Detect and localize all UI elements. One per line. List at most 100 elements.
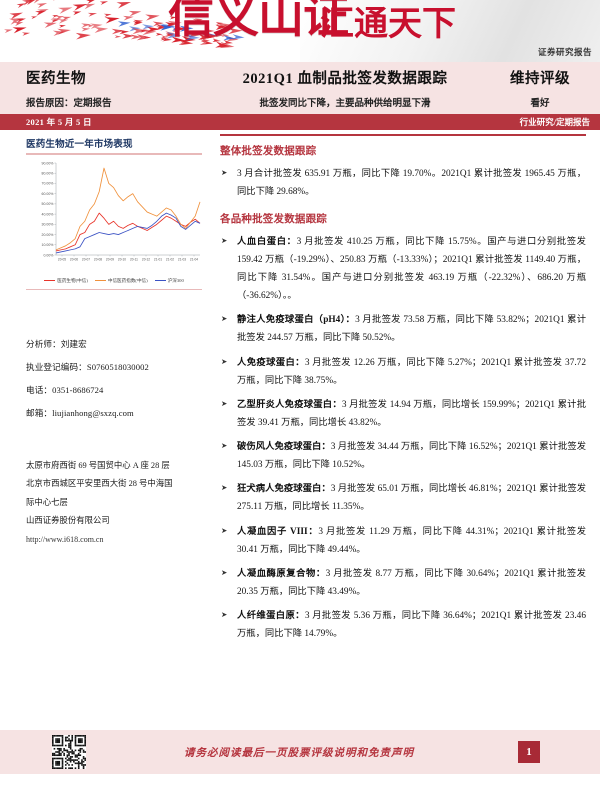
svg-text:60.00%: 60.00% — [42, 192, 54, 196]
legend-label-2: 沪深300 — [167, 277, 184, 283]
chart-series-0 — [55, 212, 201, 251]
main-content: 整体批签发数据跟踪 3 月合计批签发 635.91 万瓶，同比下降 19.70%。… — [212, 130, 600, 730]
qr-code-icon — [52, 735, 86, 769]
svg-text:20-06: 20-06 — [70, 257, 78, 261]
report-reason-cell: 报告原因：定期报告 — [0, 93, 210, 111]
section-heading: 各品种批签发数据跟踪 — [220, 213, 327, 225]
bullet-lead: 静注人免疫球蛋白（pH4）： — [237, 315, 356, 326]
status-badge: 看好 — [530, 99, 550, 109]
list-item: 3 月合计批签发 635.91 万瓶，同比下降 19.70%。2021Q1 累计… — [220, 165, 586, 201]
legend-item-2: 沪深300 — [154, 277, 184, 284]
bullet-list: 3 月合计批签发 635.91 万瓶，同比下降 19.70%。2021Q1 累计… — [220, 165, 586, 201]
chart-series-1 — [55, 167, 201, 250]
bullet-text: 3 月批签发 14.94 万瓶，同比增长 159.99%；2021Q1 累计批签… — [237, 399, 586, 428]
bullet-lead: 人纤维蛋白原： — [237, 611, 305, 622]
svg-text:70.00%: 70.00% — [42, 181, 54, 185]
bullet-text: 3 月批签发 12.26 万瓶，同比下降 5.27%；2021Q1 累计批签发 … — [237, 357, 586, 386]
svg-text:21-02: 21-02 — [166, 257, 174, 261]
bullet-lead: 破伤风人免疫球蛋白： — [237, 442, 331, 453]
svg-text:20-07: 20-07 — [82, 257, 90, 261]
masthead: 信义山证 汇通天下 证券研究报告 — [0, 0, 600, 62]
svg-text:10.00%: 10.00% — [42, 243, 54, 247]
bullet-lead: 人血白蛋白： — [237, 236, 297, 247]
list-item: 静注人免疫球蛋白（pH4）：3 月批签发 73.58 万瓶，同比下降 53.82… — [220, 311, 586, 347]
bullet-text: 3 月批签发 11.29 万瓶，同比下降 44.31%；2021Q1 累计批签发… — [237, 526, 586, 555]
bullet-text: 3 月合计批签发 635.91 万瓶，同比下降 19.70%。2021Q1 累计… — [237, 168, 586, 197]
svg-text:21-01: 21-01 — [154, 257, 162, 261]
bullet-list: 人血白蛋白：3 月批签发 410.25 万瓶，同比下降 15.75%。国产与进口… — [220, 233, 586, 644]
bullet-text: 3 月批签发 5.36 万瓶，同比下降 36.64%；2021Q1 累计批签发 … — [237, 611, 586, 640]
svg-text:20-11: 20-11 — [130, 257, 138, 261]
list-item: 人纤维蛋白原：3 月批签发 5.36 万瓶，同比下降 36.64%；2021Q1… — [220, 607, 586, 643]
report-subtitle-cell: 批签发同比下降，主要品种供给明显下滑 — [210, 93, 480, 111]
svg-text:20.00%: 20.00% — [42, 232, 54, 236]
bullet-text: 3 月批签发 410.25 万瓶，同比下降 15.75%。国产与进口分别批签发 … — [237, 236, 586, 302]
market-performance-chart: 90.00% 80.00% 70.00% 60.00% 50.00% 40.00% 30.0… — [26, 159, 202, 277]
address-line-3: 际中心七层 — [26, 497, 68, 507]
bullet-text: 3 月批签发 73.58 万瓶，同比下降 53.82%；2021Q1 累计批签发… — [237, 315, 587, 344]
bullet-lead: 乙型肝炎人免疫球蛋白： — [237, 399, 342, 410]
legend-item-0: 医药生物(中信) — [44, 278, 88, 284]
sidebar: 医药生物近一年市场表现 90.00% 80.00% 70.00% 60.00% 50.0… — [0, 130, 212, 730]
arrow-swarm-logo — [4, 0, 245, 49]
panel-divider-bottom — [26, 288, 202, 290]
chart-series-2 — [55, 212, 201, 253]
bullet-lead: 人凝血因子 VIII： — [237, 526, 319, 537]
analyst-name: 分析师：刘建宏 — [26, 338, 87, 349]
page-number: 1 — [518, 741, 540, 763]
report-type-label: 证券研究报告 — [537, 47, 592, 57]
svg-text:80.00%: 80.00% — [42, 171, 54, 175]
page-body: 医药生物近一年市场表现 90.00% 80.00% 70.00% 60.00% 50.0… — [0, 130, 600, 730]
content-divider — [220, 134, 586, 136]
svg-text:50.00%: 50.00% — [42, 202, 54, 206]
company-url[interactable]: http://www.i618.com.cn — [26, 534, 104, 544]
address-line-2: 北京市西城区平安里西大街 28 号中海国 — [26, 479, 173, 489]
page-subtitle: 批签发同比下降，主要品种供给明显下滑 — [259, 99, 431, 109]
list-item: 人血白蛋白：3 月批签发 410.25 万瓶，同比下降 15.75%。国产与进口… — [220, 233, 586, 306]
bullet-text: 3 月批签发 65.01 万瓶，同比增长 46.81%；2021Q1 累计批签发… — [237, 484, 586, 513]
rating-value-cell: 看好 — [480, 93, 600, 111]
svg-text:21-04: 21-04 — [190, 257, 198, 261]
legend-swatch-0 — [44, 279, 56, 282]
analyst-license: 执业登记编码：S0760518030002 — [26, 361, 149, 372]
list-item: 人免疫球蛋白：3 月批签发 12.26 万瓶，同比下降 5.27%；2021Q1… — [220, 354, 586, 390]
masthead-gradient — [300, 0, 600, 62]
svg-text:20-05: 20-05 — [58, 257, 66, 261]
address-line-1: 太原市府西街 69 号国贸中心 A 座 28 层 — [26, 460, 170, 470]
list-item: 乙型肝炎人免疫球蛋白：3 月批签发 14.94 万瓶，同比增长 159.99%；… — [220, 396, 586, 432]
bullet-lead: 人免疫球蛋白： — [237, 357, 305, 368]
analyst-info: 分析师：刘建宏 执业登记编码：S0760518030002 电话：0351-86… — [26, 338, 202, 419]
report-reason: 报告原因：定期报告 — [26, 99, 112, 109]
list-item: 人凝血因子 VIII：3 月批签发 11.29 万瓶，同比下降 44.31%；2… — [220, 523, 586, 559]
svg-text:21-03: 21-03 — [178, 257, 186, 261]
bullet-text: 3 月批签发 34.44 万瓶，同比下降 16.52%；2021Q1 累计批签发… — [237, 442, 586, 471]
bullet-lead: 狂犬病人免疫球蛋白： — [237, 484, 331, 495]
chart-title: 医药生物近一年市场表现 — [26, 140, 133, 150]
legend-item-1: 中信医药指数(中信) — [94, 278, 148, 284]
company-name: 山西证券股份有限公司 — [26, 516, 110, 526]
analyst-email: 邮箱：liujianhong@sxzq.com — [26, 407, 134, 418]
list-item: 狂犬病人免疫球蛋白：3 月批签发 65.01 万瓶，同比增长 46.81%；20… — [220, 480, 586, 516]
disclaimer-text: 请务必阅读最后一页股票评级说明和免责声明 — [184, 747, 414, 759]
svg-text:40.00%: 40.00% — [42, 212, 54, 216]
rating-cell: 维持评级 — [480, 67, 600, 88]
svg-text:0.00%: 0.00% — [43, 253, 53, 257]
brand-lockup: 信义山证 汇通天下 — [150, 0, 540, 58]
analyst-phone: 电话：0351-8686724 — [26, 384, 104, 395]
list-item: 人凝血酶原复合物：3 月批签发 8.77 万瓶，同比下降 30.64%；2021… — [220, 565, 586, 601]
svg-text:20-12: 20-12 — [142, 257, 150, 261]
brand-tagline: 汇通天下 — [320, 6, 456, 43]
page-title: 2021Q1 血制品批签发数据跟踪 — [242, 71, 448, 87]
panel-divider-top — [26, 153, 202, 155]
svg-text:20-08: 20-08 — [94, 257, 102, 261]
legend-label-0: 医药生物(中信) — [57, 277, 88, 283]
report-title-cell: 2021Q1 血制品批签发数据跟踪 — [210, 67, 480, 88]
brand-name: 信义山证 — [168, 0, 349, 42]
svg-text:20-10: 20-10 — [118, 257, 126, 261]
title-bar: 医药生物 2021Q1 血制品批签发数据跟踪 维持评级 报告原因：定期报告 批签… — [0, 62, 600, 114]
bullet-lead: 人凝血酶原复合物： — [237, 568, 326, 579]
date-bar: 2021 年 5 月 5 日 行业研究/定期报告 — [0, 114, 600, 130]
rating-label: 维持评级 — [510, 71, 570, 87]
report-category: 行业研究/定期报告 — [519, 117, 590, 127]
svg-text:30.00%: 30.00% — [42, 222, 54, 226]
